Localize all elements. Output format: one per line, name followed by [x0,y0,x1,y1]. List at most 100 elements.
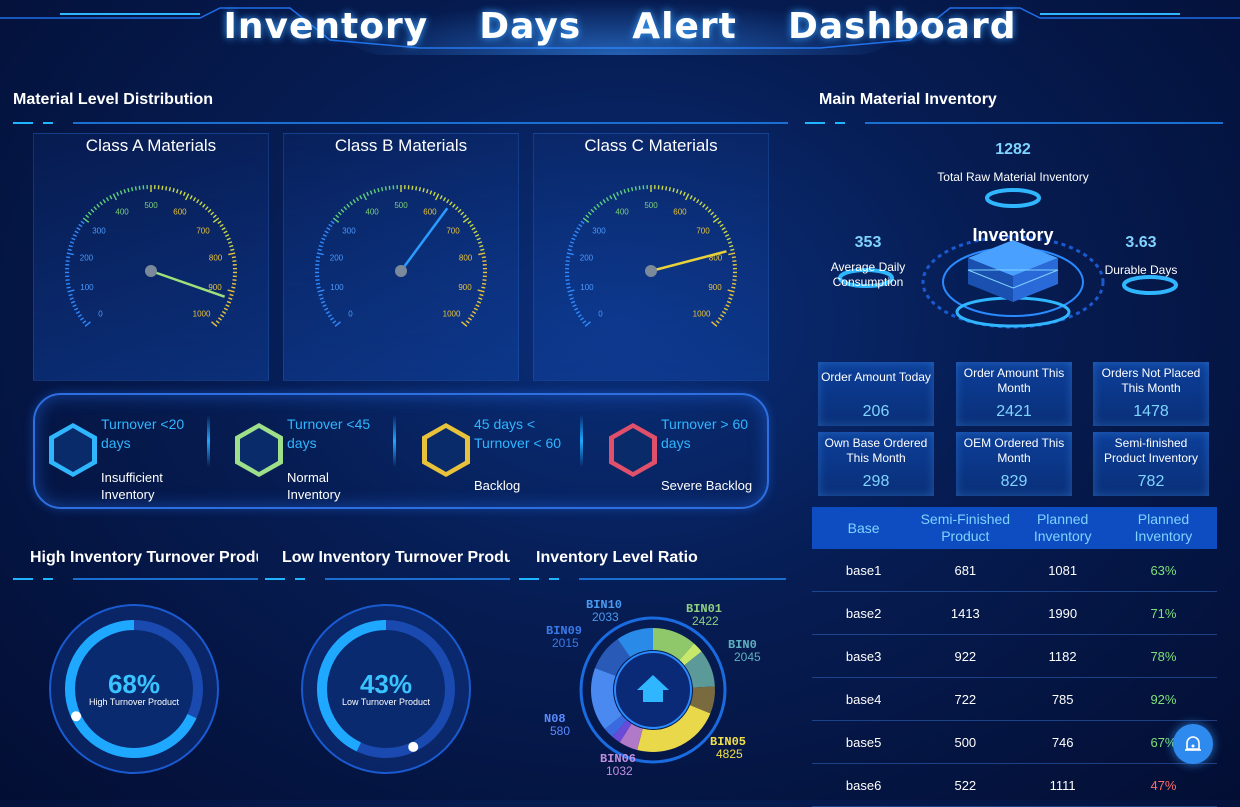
gauge-tick [574,308,578,310]
table-cell: 1081 [1015,549,1110,592]
gauge-tick [218,221,221,223]
gauge-tick [336,215,339,218]
gauge-tick [67,253,74,254]
gauge-tick [135,186,136,190]
gauge-tick-label: 400 [115,208,129,217]
gauge-tick [232,284,236,285]
avg-consumption-value: 353 [818,234,918,252]
gauge-tick [580,318,583,320]
gauge-tick [94,207,97,210]
gauge-tick [725,235,729,237]
gauge-tick [711,212,714,215]
stat-order-month: Order Amount This Month 2421 [956,362,1072,426]
gauge-tick [374,189,375,193]
gauge-tick [326,312,329,314]
table-cell: 681 [915,549,1015,592]
gauge-tick [474,308,478,310]
gauge-tick [586,215,589,218]
gauge-tick [436,194,439,200]
donut-label-value: 2015 [552,636,579,650]
gauge-tick [218,318,221,320]
ring-knob [71,711,81,721]
gauge-tick [317,287,321,288]
material-level-title: Material Level Distribution [13,91,413,109]
gauge-tick [684,192,686,196]
gauge-tick [478,290,485,292]
gauge-tick [478,253,485,254]
gauge-tick [472,312,475,314]
gauge-tick [344,207,347,210]
gauge-tick-label: 600 [173,208,187,217]
gauge-tick-label: 500 [394,201,408,210]
alarm-button[interactable] [1173,724,1213,764]
gauge-tick [91,209,94,212]
grid-icon [609,423,657,477]
table-cell: 746 [1015,721,1110,764]
gauge-tick [480,294,484,295]
gauge-tick [569,246,573,247]
gauge-tick [80,318,83,320]
gauge-tick [230,249,234,250]
gauge-tick [416,186,417,190]
gauge-tick [77,228,80,230]
gauge-tick [690,195,692,199]
avg-consumption-label: Average Daily Consumption [818,260,918,290]
gauge-tick [224,308,228,310]
gauge-tick [730,294,734,295]
gauge-tick [669,187,670,191]
gauge-tick [570,242,574,243]
gauge-tick [169,187,170,191]
gauge-tick [106,197,108,200]
gauge-tick [205,207,208,210]
gauge-tick [482,257,486,258]
gauge-tick [128,188,129,192]
level-ratio-title: Inventory Level Ratio [536,549,776,567]
base-inventory-table: Base Semi-Finished Product Planned Inven… [812,507,1217,807]
gauge-tick-label: 700 [446,226,460,235]
table-cell: 500 [915,721,1015,764]
gauge-tick [573,235,577,237]
gauge-tick-label: 300 [342,226,356,235]
gauge-hub [145,265,157,277]
gauge-tick [440,195,442,199]
gauge-tick [577,228,580,230]
gauge-tick-label: 700 [696,226,710,235]
table-cell: 1182 [1015,635,1110,678]
gauge-tick-label: 300 [592,226,606,235]
gauge-tick [482,284,486,285]
gauge-tick [73,305,77,307]
grid-icon [49,423,97,477]
gauge-tick [632,187,633,191]
gauge-tick [110,195,112,199]
gauge-tick [463,218,469,222]
gauge-tick [324,308,328,310]
gauge-tick-label: 1000 [193,309,211,318]
gauge-tick [318,290,325,292]
gauge-tick [722,312,725,314]
gauge-tick [113,194,116,200]
gauge-tick [76,312,79,314]
table-header-row: Base Semi-Finished Product Planned Inven… [812,507,1217,549]
gauge-tick-label: 100 [330,283,344,292]
table-cell: 1111 [1015,764,1110,807]
gauge-tick [347,204,350,207]
gauge-tick [727,238,731,240]
gauge-tick [468,221,471,223]
gauge-tick [728,253,735,254]
gauge-tick [333,218,339,222]
gauge-tick [724,308,728,310]
gauge-tick [193,197,195,200]
gauge-tick [78,315,81,317]
total-inventory-label: Total Raw Material Inventory [913,170,1113,184]
gauge-tick [732,257,736,258]
gauge-tick-label: 200 [80,253,94,262]
section-divider [13,578,258,580]
gauge-tick [71,301,75,302]
